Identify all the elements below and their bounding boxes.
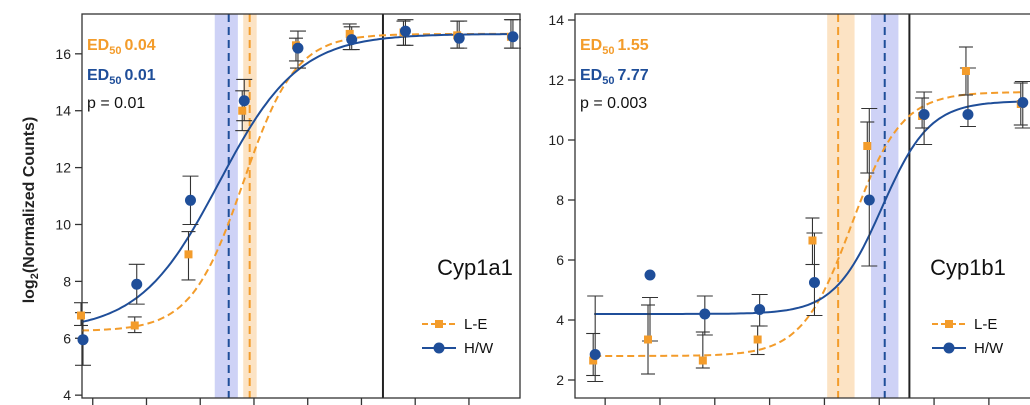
y-tick-label: 16 (55, 46, 71, 62)
ed50-subscript: 50 (602, 75, 614, 87)
data-point-le (644, 335, 653, 344)
data-point-le (753, 335, 762, 344)
ed50-prefix: ED (87, 37, 109, 54)
data-point-hw (699, 308, 711, 320)
legend-label-hw: H/W (464, 340, 494, 357)
data-point-hw (863, 194, 875, 206)
gene-label: Cyp1a1 (437, 255, 513, 280)
ed50-value: 0.01 (124, 67, 155, 84)
legend-label-le: L-E (464, 316, 487, 333)
ed50-band-le (827, 14, 855, 398)
data-point-hw (399, 25, 411, 37)
data-point-le (961, 67, 970, 75)
data-point-le (238, 106, 247, 115)
ed50-value: 7.77 (617, 67, 648, 84)
ed50-value: 1.55 (617, 37, 648, 54)
ed50-prefix: ED (580, 67, 602, 84)
y-tick-label: 10 (55, 216, 71, 232)
y-tick-label: 8 (556, 192, 564, 208)
y-tick-label: 12 (548, 72, 564, 88)
y-tick-label: 2 (556, 372, 564, 388)
data-point-le (345, 29, 354, 38)
y-tick-label: 6 (63, 330, 71, 346)
data-point-hw (1017, 97, 1029, 108)
y-tick-label: 14 (55, 103, 71, 119)
data-point-hw (507, 31, 519, 43)
y-tick-label: 8 (63, 273, 71, 289)
legend-marker-le (945, 320, 953, 328)
data-point-hw (292, 42, 304, 54)
legend-marker-le (435, 320, 443, 328)
data-point-hw (453, 32, 465, 44)
y-tick-label: 14 (548, 12, 564, 28)
data-point-hw (918, 109, 930, 120)
y-tick-label: 4 (63, 387, 71, 403)
ed50-subscript: 50 (109, 45, 121, 57)
ed50-prefix: ED (87, 67, 109, 84)
ed50-band-le (243, 14, 257, 398)
data-point-le (808, 236, 817, 245)
data-point-hw (184, 194, 196, 206)
data-point-hw (962, 109, 974, 120)
ed50-subscript: 50 (602, 45, 614, 57)
y-axis-label-rest: (Normalized Counts) (21, 117, 38, 273)
ed50-label-hw: ED50 7.77 (580, 67, 649, 87)
data-point-le (863, 142, 872, 150)
fit-curve-hw (81, 33, 512, 323)
legend-marker-hw (943, 342, 955, 354)
data-point-hw (589, 349, 601, 360)
data-point-le (184, 250, 193, 259)
y-axis-label-log: log (21, 279, 38, 303)
ed50-label-hw: ED50 0.01 (87, 67, 156, 87)
data-point-hw (754, 304, 766, 315)
legend-marker-hw (433, 342, 445, 354)
panel-frame (574, 13, 1030, 399)
data-point-hw (644, 269, 656, 281)
y-axis-label: log2(Normalized Counts) (21, 117, 41, 304)
data-point-le (589, 356, 598, 365)
ed50-prefix: ED (580, 37, 602, 54)
y-tick-label: 10 (548, 132, 564, 148)
fit-curve-le (594, 91, 1022, 357)
p-value-label: p = 0.003 (580, 95, 647, 112)
fit-curve-hw (594, 100, 1022, 315)
data-point-hw (346, 34, 358, 46)
ed50-subscript: 50 (109, 75, 121, 87)
ed50-band-hw (214, 14, 238, 398)
data-point-hw (77, 334, 89, 346)
data-point-hw (131, 278, 143, 290)
data-point-hw (808, 277, 820, 288)
y-axis-label-subscript: 2 (29, 273, 41, 279)
ed50-value: 0.04 (124, 37, 155, 54)
data-point-le (77, 311, 85, 320)
legend-label-le: L-E (974, 316, 997, 333)
ed50-label-le: ED50 0.04 (87, 37, 156, 57)
y-tick-label: 4 (556, 312, 564, 328)
y-tick-label: 12 (55, 160, 71, 176)
data-point-hw (238, 95, 250, 107)
y-tick-label: 6 (556, 252, 564, 268)
p-value-label: p = 0.01 (87, 95, 145, 112)
data-point-le (130, 321, 139, 330)
data-point-le (698, 356, 707, 365)
legend-label-hw: H/W (974, 340, 1004, 357)
panel-frame (81, 13, 521, 399)
ed50-label-le: ED50 1.55 (580, 37, 649, 57)
gene-label: Cyp1b1 (930, 255, 1006, 280)
